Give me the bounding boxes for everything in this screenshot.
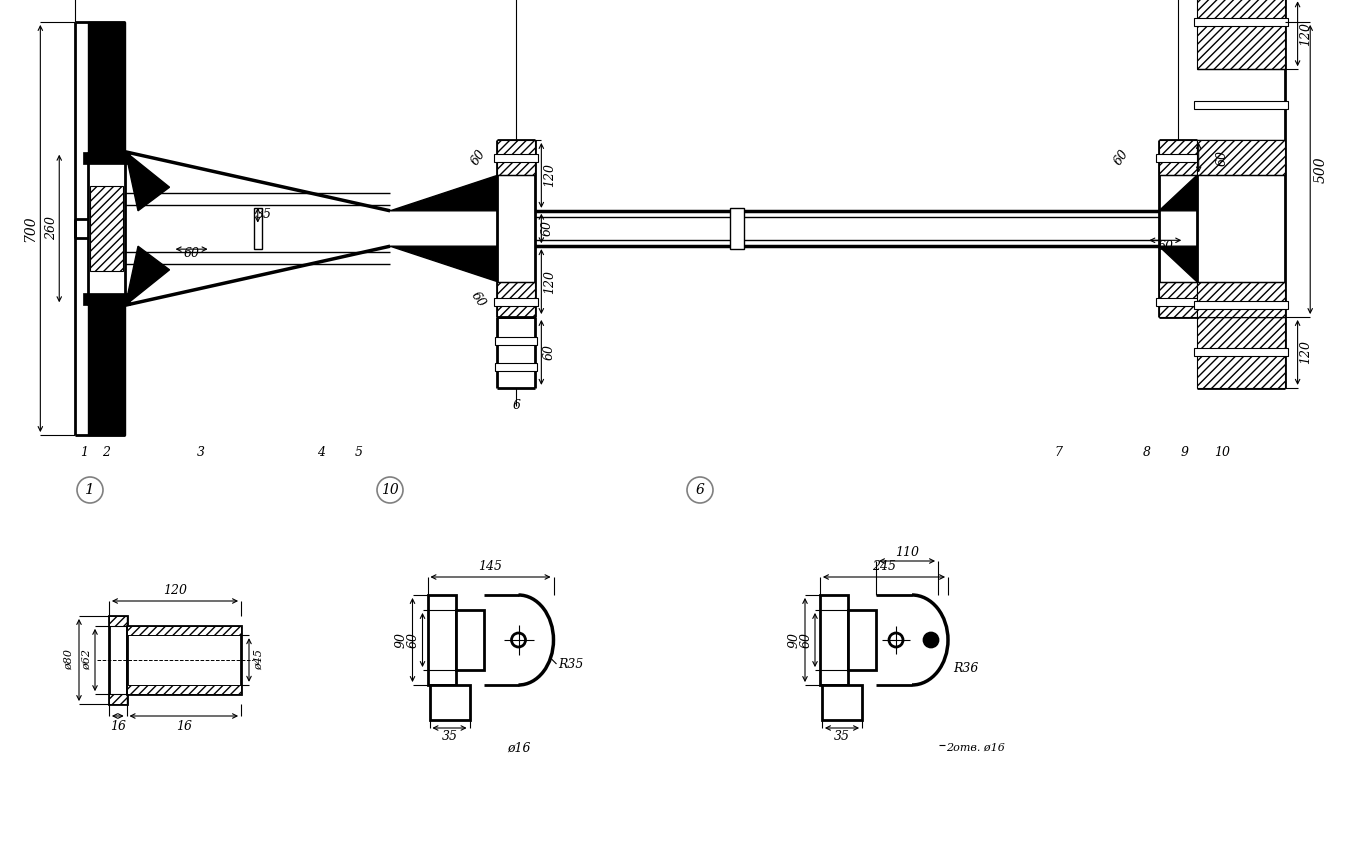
Text: 35: 35 [441, 730, 457, 744]
Bar [497, 140, 535, 176]
Text: 6: 6 [512, 399, 520, 412]
Text: ø62: ø62 [82, 650, 91, 671]
Text: 145: 145 [479, 561, 502, 573]
Bar [83, 152, 131, 164]
Polygon shape [390, 246, 497, 282]
Text: ø45: ø45 [254, 650, 263, 671]
Text: 60: 60 [407, 632, 420, 648]
Text: 120: 120 [162, 584, 187, 598]
Text: 7: 7 [1054, 446, 1062, 460]
Polygon shape [87, 305, 126, 435]
Bar [822, 685, 863, 720]
Bar [497, 282, 535, 317]
Bar [1194, 101, 1289, 109]
Polygon shape [126, 152, 169, 211]
Text: 60: 60 [468, 289, 489, 310]
Bar [494, 298, 538, 306]
Bar [1159, 282, 1197, 317]
Text: R36: R36 [953, 661, 979, 674]
Bar [90, 187, 123, 271]
Text: 5: 5 [355, 446, 363, 460]
Text: 16: 16 [109, 719, 126, 733]
Text: 500: 500 [1313, 156, 1327, 183]
Text: 60: 60 [541, 220, 554, 237]
Bar [820, 595, 848, 685]
Text: 60: 60 [543, 344, 556, 360]
Text: 10: 10 [381, 483, 399, 497]
Text: ø80: ø80 [64, 650, 74, 671]
Bar [1159, 140, 1197, 176]
Text: 1: 1 [85, 483, 96, 497]
Text: 120: 120 [1299, 340, 1312, 365]
Bar [1194, 349, 1289, 356]
Text: ø16: ø16 [506, 741, 530, 755]
Bar [1194, 18, 1289, 26]
Bar [1197, 0, 1284, 70]
Text: 9: 9 [1181, 446, 1188, 460]
Polygon shape [126, 246, 169, 305]
Bar [494, 153, 538, 162]
Text: 2отв. ø16: 2отв. ø16 [946, 743, 1005, 753]
Text: 2: 2 [102, 446, 111, 460]
Bar [109, 695, 127, 704]
Text: 35: 35 [257, 209, 272, 221]
Text: 16: 16 [176, 719, 192, 733]
Text: 3: 3 [197, 446, 205, 460]
Bar [109, 616, 127, 626]
Text: 120: 120 [1299, 22, 1312, 46]
Text: 8: 8 [1143, 446, 1151, 460]
Bar [456, 610, 483, 670]
Bar [495, 363, 536, 371]
Text: 1: 1 [81, 446, 89, 460]
Text: 4: 4 [317, 446, 325, 460]
Polygon shape [1159, 246, 1197, 282]
Circle shape [924, 633, 938, 647]
Text: 90: 90 [394, 632, 408, 648]
Bar [109, 616, 127, 704]
Polygon shape [87, 22, 126, 152]
Bar [1197, 140, 1284, 176]
Text: 90: 90 [788, 632, 800, 648]
Polygon shape [1159, 176, 1197, 211]
Text: 60: 60 [1158, 240, 1174, 253]
Text: R35: R35 [558, 659, 584, 672]
Text: 60: 60 [1215, 150, 1228, 165]
Text: 60: 60 [1111, 148, 1132, 168]
Bar [254, 208, 262, 249]
Bar [427, 595, 456, 685]
Text: 110: 110 [895, 545, 919, 559]
Text: 60: 60 [468, 148, 489, 168]
Bar [848, 610, 876, 670]
Bar [127, 626, 242, 695]
Text: 10: 10 [1213, 446, 1230, 460]
Text: 60: 60 [183, 248, 199, 260]
Polygon shape [390, 176, 497, 211]
Bar [1156, 153, 1200, 162]
Text: 6: 6 [696, 483, 704, 497]
Bar [495, 337, 536, 344]
Bar [83, 293, 131, 305]
Text: 120: 120 [543, 270, 556, 293]
Text: 120: 120 [543, 164, 556, 187]
Text: 35: 35 [834, 730, 850, 744]
Text: 60: 60 [800, 632, 812, 648]
Bar [730, 208, 744, 249]
Bar [1197, 317, 1284, 388]
Text: 260: 260 [45, 216, 57, 241]
Bar [127, 626, 242, 635]
Bar [430, 685, 470, 720]
Bar [1197, 282, 1284, 317]
Bar [127, 684, 242, 695]
Text: 245: 245 [872, 561, 895, 573]
Text: 700: 700 [23, 215, 37, 242]
Bar [1156, 298, 1200, 306]
Bar [1194, 301, 1289, 310]
